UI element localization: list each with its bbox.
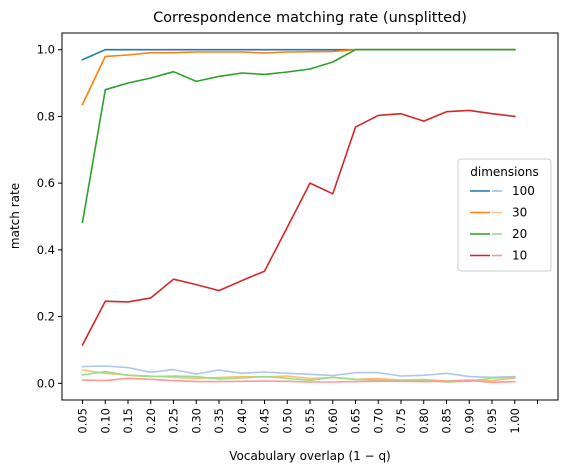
x-tick-label: 0.45 <box>258 408 272 434</box>
x-tick-label: 0.75 <box>394 408 408 434</box>
x-tick-label: 0.05 <box>76 408 90 434</box>
legend-label-100: 100 <box>512 184 535 198</box>
x-tick-label: 0.10 <box>98 408 112 434</box>
x-tick-label: 0.70 <box>371 408 385 434</box>
x-tick-label: 0.15 <box>121 408 135 434</box>
x-tick-label: 0.55 <box>303 408 317 434</box>
series-line-unlabeled <box>81 365 516 379</box>
x-tick-label: 0.20 <box>144 408 158 434</box>
x-tick-label: 0.80 <box>417 408 431 434</box>
x-tick-label: 0.40 <box>235 408 249 434</box>
x-tick-label: 0.35 <box>212 408 226 434</box>
series-line-unlabeled <box>81 377 516 384</box>
series-line-20 <box>81 48 516 224</box>
legend-label-20: 20 <box>512 227 527 241</box>
x-axis-label: Vocabulary overlap (1 − q) <box>229 449 391 463</box>
legend-label-10: 10 <box>512 249 527 263</box>
chart-title: Correspondence matching rate (unsplitted… <box>153 10 467 26</box>
y-tick-label: 0.8 <box>37 109 55 123</box>
legend-box <box>457 158 552 272</box>
y-tick-label: 0.6 <box>37 176 55 190</box>
series-line-10 <box>81 109 516 346</box>
y-tick-label: 0.2 <box>37 310 55 324</box>
y-tick-label: 1.0 <box>37 43 55 57</box>
legend: dimensions 100 30 20 10 <box>457 158 552 272</box>
y-tick-label: 0.4 <box>37 243 55 257</box>
y-axis-label: match rate <box>8 183 22 249</box>
x-tick-label: 0.50 <box>280 408 294 434</box>
x-tick-label: 0.25 <box>167 408 181 434</box>
x-tick-label: 1.00 <box>508 408 522 434</box>
x-tick-label: 0.85 <box>440 408 454 434</box>
legend-label-30: 30 <box>512 206 527 220</box>
y-tick-label: 0.0 <box>37 376 55 390</box>
x-tick-label: 0.95 <box>485 408 499 434</box>
x-tick-label: 0.60 <box>326 408 340 434</box>
x-tick-label: 0.65 <box>349 408 363 434</box>
x-tick-label: 0.90 <box>462 408 476 434</box>
x-tick-label: 0.30 <box>189 408 203 434</box>
legend-title: dimensions <box>470 165 538 179</box>
